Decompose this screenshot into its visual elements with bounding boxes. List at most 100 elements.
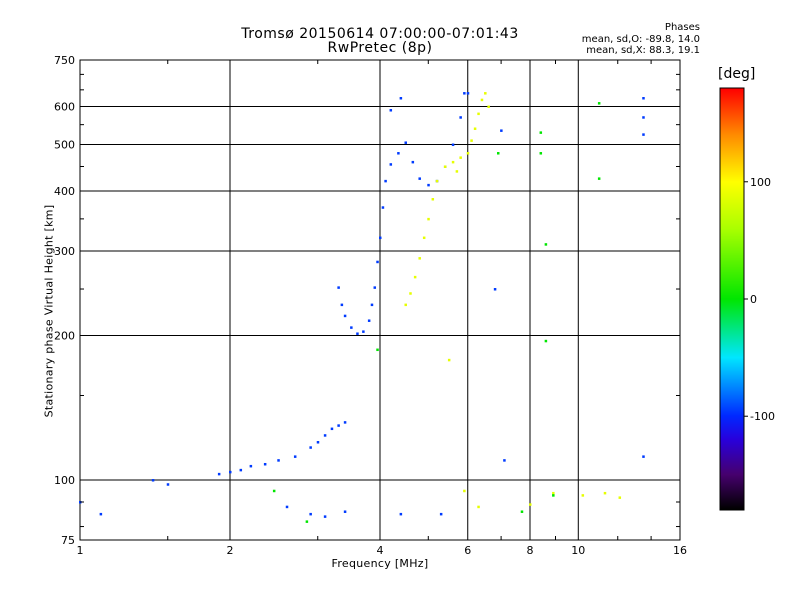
colorbar-slice [720,415,744,417]
colorbar-slice [720,271,744,273]
data-point [151,479,155,482]
colorbar-slice [720,240,744,242]
colorbar-slice [720,385,744,387]
phases-o-stats: mean, sd,O: -89.8, 14.0 [581,34,700,45]
colorbar-slice [720,477,744,479]
colorbar-slice [720,346,744,348]
colorbar-slice [720,304,744,306]
colorbar-slice [720,149,744,151]
colorbar-slice [720,434,744,436]
colorbar-slice [720,339,744,341]
colorbar-slice [720,393,744,395]
colorbar-slice [720,218,744,220]
data-point [404,141,407,144]
x-tick-label: 1 [77,544,84,557]
colorbar-slice [720,310,744,312]
colorbar-slice [720,338,744,340]
phase-colorbar: 100 0 -100 [719,87,775,511]
colorbar-slice [720,356,744,358]
colorbar-slice [720,151,744,153]
data-point [447,358,451,362]
colorbar-slice [720,424,744,426]
colorbar-slice [720,409,744,411]
colorbar-slice [720,254,744,256]
colorbar-slice [720,483,744,485]
colorbar-slice [720,286,744,288]
colorbar-slice [720,461,744,463]
data-point [473,127,477,130]
colorbar-slice [720,382,744,384]
colorbar-slice [720,176,744,178]
colorbar-slice [720,433,744,435]
colorbar-slice [720,508,744,510]
colorbar-slice [720,223,744,225]
colorbar-slice [720,365,744,367]
colorbar-slice [720,460,744,462]
data-point [459,116,462,119]
data-point [356,332,359,335]
colorbar-slice [720,207,744,209]
colorbar-slice [720,89,744,91]
colorbar-slice [720,446,744,448]
colorbar-slice [720,278,744,280]
colorbar-slice [720,462,744,464]
colorbar-slice [720,298,744,300]
colorbar-slice [720,410,744,412]
colorbar-slice [720,334,744,336]
colorbar-slice [720,399,744,401]
colorbar-slice [720,226,744,228]
colorbar-slice [720,427,744,429]
colorbar-slice [720,374,744,376]
colorbar-slice [720,319,744,321]
y-tick-label: 600 [54,101,75,114]
colorbar-slice [720,132,744,134]
colorbar-slice [720,269,744,271]
data-point [544,243,548,246]
colorbar-slice [720,417,744,419]
colorbar-slice [720,300,744,302]
data-point [451,143,455,147]
colorbar-slice [720,236,744,238]
colorbar-slice [720,329,744,331]
colorbar-slice [720,383,744,385]
colorbar-slice [720,211,744,213]
colorbar-slice [720,480,744,482]
colorbar-slice [720,370,744,372]
colorbar-slice [720,257,744,259]
colorbar-slice [720,215,744,217]
colorbar-slice [720,178,744,180]
data-point [389,109,393,112]
data-point [399,97,403,100]
colorbar-slice [720,290,744,292]
colorbar-slice [720,260,744,262]
colorbar-slice [720,501,744,503]
colorbar-slice [720,243,744,245]
colorbar-slice [720,386,744,388]
colorbar-slice [720,468,744,470]
data-point [597,177,601,180]
data-point [343,510,347,513]
colorbar-slice [720,445,744,447]
y-tick-label: 500 [54,139,75,152]
colorbar-slice [720,362,744,364]
colorbar-slice [720,291,744,293]
colorbar-slice [720,203,744,205]
data-point [229,470,232,474]
colorbar-slice [720,175,744,177]
colorbar-slice [720,224,744,226]
colorbar-slice [720,114,744,116]
colorbar-slice [720,479,744,481]
colorbar-slice [720,337,744,339]
data-point [597,102,601,105]
colorbar-slice [720,289,744,291]
colorbar-slice [720,195,744,197]
colorbar-slice [720,186,744,188]
colorbar-slice [720,328,744,330]
y-axis-label: Stationary phase Virtual Height [km] [42,204,56,418]
colorbar-slice [720,160,744,162]
colorbar-slice [720,248,744,250]
colorbar-slice [720,95,744,97]
phases-x-stats: mean, sd,X: 88.3, 19.1 [586,45,700,56]
colorbar-slice [720,227,744,229]
colorbar-slice [720,435,744,437]
